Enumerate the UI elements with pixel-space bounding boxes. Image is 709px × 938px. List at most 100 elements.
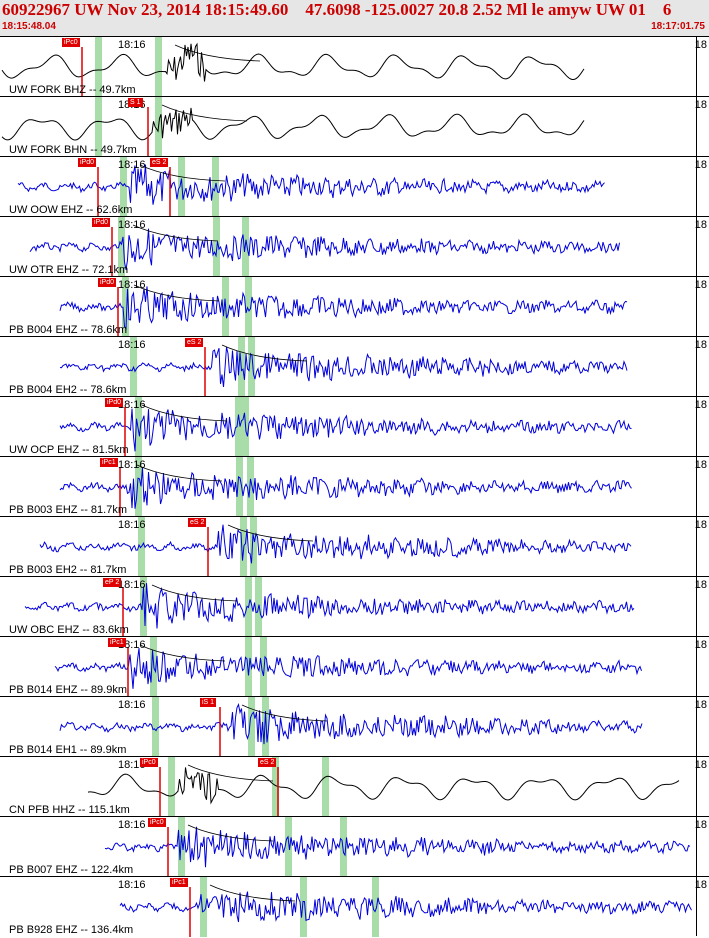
waveform-line	[1, 42, 585, 82]
right-edge-line	[696, 697, 697, 756]
pick-window	[155, 37, 162, 97]
time-tick-label: 18:16	[118, 39, 146, 51]
pick-window	[245, 277, 252, 337]
pick-window	[248, 337, 255, 397]
right-edge-line	[696, 157, 697, 216]
seismogram-trace	[29, 217, 620, 277]
pick-window	[122, 277, 129, 337]
trace-panel: PB B014 EH1 -- 89.9km 18:16 18 iS 1	[0, 696, 709, 757]
seismogram-trace	[59, 277, 628, 337]
coda-curve	[161, 104, 248, 122]
waveform-line	[87, 767, 680, 805]
pick-window	[168, 757, 175, 817]
seismogram-trace	[59, 457, 632, 517]
pick-window	[300, 877, 307, 937]
time-tick-label: 18:16	[118, 159, 146, 171]
right-edge-label: 18	[694, 639, 707, 651]
seismogram-trace	[24, 577, 635, 637]
pick-flag-secondary: eS 2	[150, 158, 169, 167]
pick-window	[178, 817, 185, 877]
pick-window	[152, 697, 159, 757]
coda-curve	[187, 764, 274, 782]
pick-window	[262, 697, 269, 757]
trace-panel: PB B004 EHZ -- 78.6km 18:16 18 iPd0	[0, 276, 709, 337]
seismogram-trace	[59, 337, 628, 397]
trace-panel: PB B004 EH2 -- 78.6km 18:16 18 eS 2	[0, 336, 709, 397]
event-title: 60922967 UW Nov 23, 2014 18:15:49.60 47.…	[2, 0, 672, 19]
station-label: PB B003 EH2 -- 81.7km	[9, 564, 127, 576]
station-label: PB B014 EH1 -- 89.9km	[9, 744, 127, 756]
pick-window	[236, 457, 243, 517]
right-edge-label: 18	[694, 219, 707, 231]
station-label: UW FORK BHZ -- 49.7km	[9, 84, 136, 96]
pick-flag: iPc1	[170, 878, 188, 887]
pick-window	[340, 817, 347, 877]
time-tick-label: 18:16	[118, 459, 146, 471]
station-label: PB B014 EHZ -- 89.9km	[9, 684, 127, 696]
right-edge-label: 18	[694, 279, 707, 291]
pick-window	[178, 157, 185, 217]
waveform-line	[1, 107, 585, 141]
coda-curve	[132, 224, 219, 242]
right-edge-label: 18	[694, 99, 707, 111]
station-label: UW FORK BHN -- 49.7km	[9, 144, 137, 156]
right-edge-line	[696, 97, 697, 156]
waveform-line	[17, 164, 605, 205]
pick-window	[140, 577, 147, 637]
coda-curve	[136, 464, 223, 482]
time-tick-label: 18:16	[118, 339, 146, 351]
waveform-line	[54, 647, 642, 689]
time-tick-label: 18:16	[118, 579, 146, 591]
pick-window	[95, 97, 102, 157]
trace-panel: PB B003 EHZ -- 81.7km 18:16 18 iPc1	[0, 456, 709, 517]
right-edge-label: 18	[694, 579, 707, 591]
station-label: UW OTR EHZ -- 72.1km	[9, 264, 129, 276]
station-label: PB B928 EHZ -- 136.4km	[9, 924, 134, 936]
pick-window	[285, 817, 292, 877]
time-tick-label: 18:16	[118, 519, 146, 531]
station-label: UW OOW EHZ -- 62.6km	[9, 204, 133, 216]
seismogram-trace	[87, 757, 680, 817]
pick-window	[118, 217, 125, 277]
pick-flag: iPc0	[140, 758, 158, 767]
time-tick-label: 18:16	[118, 399, 146, 411]
pick-window	[272, 757, 279, 817]
waveform-line	[29, 228, 620, 270]
coda-curve	[139, 644, 226, 662]
time-tick-label: 18:16	[118, 219, 146, 231]
seismogram-trace	[39, 517, 632, 577]
coda-curve	[209, 884, 296, 902]
coda-curve	[151, 584, 238, 602]
right-edge-line	[696, 397, 697, 456]
end-time: 18:17:01.75	[651, 21, 705, 32]
pick-window	[260, 637, 267, 697]
trace-panel: PB B928 EHZ -- 136.4km 18:16 18 iPc1	[0, 876, 709, 937]
right-edge-line	[696, 817, 697, 876]
trace-panel: PB B014 EHZ -- 89.9km 18:16 18 iPc1	[0, 636, 709, 697]
time-tick-label: 18:16	[118, 759, 146, 771]
station-label: PB B003 EHZ -- 81.7km	[9, 504, 127, 516]
pick-flag: eP 2	[103, 578, 122, 587]
right-edge-label: 18	[694, 399, 707, 411]
pick-window	[200, 877, 207, 937]
waveform-line	[39, 524, 632, 564]
pick-window	[245, 637, 252, 697]
coda-curve	[139, 164, 226, 182]
right-edge-line	[696, 337, 697, 396]
seismogram-trace	[119, 877, 692, 937]
coda-curve	[221, 344, 308, 362]
pick-window	[95, 37, 102, 97]
right-edge-label: 18	[694, 459, 707, 471]
right-edge-line	[696, 577, 697, 636]
right-edge-line	[696, 757, 697, 816]
right-edge-line	[696, 637, 697, 696]
right-edge-line	[696, 877, 697, 936]
right-edge-line	[696, 517, 697, 576]
right-edge-label: 18	[694, 339, 707, 351]
coda-curve	[141, 404, 228, 422]
seismogram-trace	[17, 157, 605, 217]
trace-panel: PB B007 EHZ -- 122.4km 18:16 18 iPc0	[0, 816, 709, 877]
trace-panel: PB B003 EH2 -- 81.7km 18:16 18 eS 2	[0, 516, 709, 577]
pick-flag: iPd0	[78, 158, 97, 167]
